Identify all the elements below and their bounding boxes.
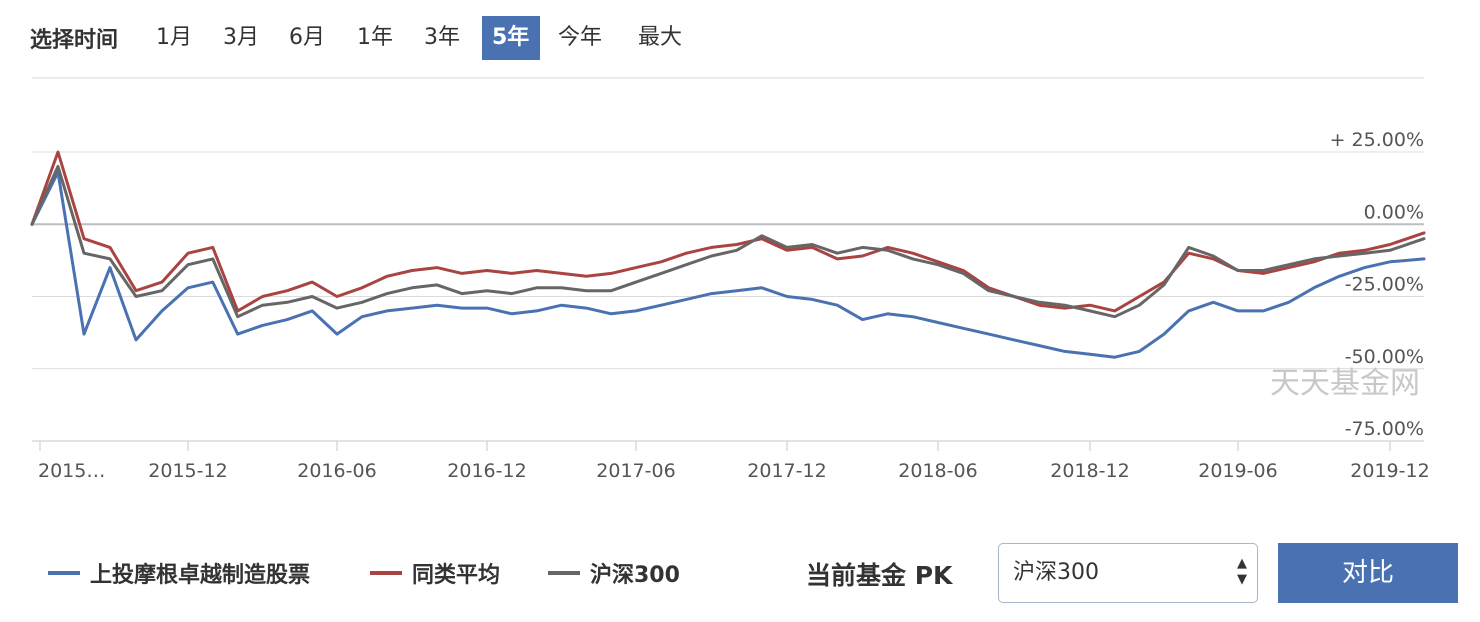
- x-tick-label: 2017-12: [747, 460, 826, 482]
- x-axis: 2015… 2015-12 2016-06 2016-12 2017-06 2017-12…: [32, 440, 1430, 482]
- y-axis-ticks: + 25.00% 0.00% -25.00% -50.00% -75.00%: [1330, 129, 1424, 440]
- y-tick-label: -50.00%: [1345, 346, 1424, 368]
- range-button-max[interactable]: 最大: [638, 25, 683, 50]
- range-button-ytd[interactable]: 今年: [558, 25, 603, 50]
- legend-item-fund[interactable]: 上投摩根卓越制造股票: [48, 558, 310, 588]
- series-line-2: [30, 164, 1426, 319]
- x-tick-label: 2016-12: [447, 460, 526, 482]
- compare-select-value: 沪深300: [1013, 560, 1099, 585]
- compare-label: 当前基金 PK: [806, 561, 953, 590]
- range-button-5y[interactable]: 5年: [482, 16, 540, 60]
- x-tick-label: 2016-06: [297, 460, 376, 482]
- legend-label-csi300: 沪深300: [590, 563, 680, 588]
- legend-swatch-csi300: [548, 571, 580, 575]
- compare-select[interactable]: 沪深300 ▲ ▼: [998, 543, 1258, 603]
- select-arrows-icon: ▲ ▼: [1237, 556, 1247, 587]
- legend-label-category-avg: 同类平均: [412, 563, 501, 588]
- y-tick-label: 0.00%: [1364, 201, 1424, 223]
- time-range-selector: 选择时间 1月 3月 6月 1年 3年 5年 今年 最大: [0, 0, 760, 80]
- range-selector-title: 选择时间: [30, 28, 119, 53]
- legend-swatch-fund: [48, 571, 80, 575]
- series-line-0: [30, 170, 1426, 359]
- legend-swatch-category-avg: [370, 571, 402, 575]
- x-tick-label: 2015-12: [148, 460, 227, 482]
- range-button-3y[interactable]: 3年: [424, 25, 460, 50]
- range-button-3m[interactable]: 3月: [223, 25, 259, 50]
- x-tick-label: 2018-06: [898, 460, 977, 482]
- range-button-1y[interactable]: 1年: [357, 25, 393, 50]
- y-tick-label: -25.00%: [1345, 274, 1424, 296]
- x-tick-label: 2017-06: [596, 460, 675, 482]
- chart-watermark: 天天基金网: [1270, 366, 1420, 401]
- legend-label-fund: 上投摩根卓越制造股票: [90, 563, 311, 588]
- legend-item-category-avg[interactable]: 同类平均: [370, 558, 500, 588]
- y-tick-label: + 25.00%: [1330, 129, 1424, 151]
- compare-button[interactable]: 对比: [1278, 543, 1458, 603]
- performance-line-chart: + 25.00% 0.00% -25.00% -50.00% -75.00% 2015……: [30, 77, 1430, 482]
- series-line-1: [30, 150, 1426, 313]
- chart-series: [30, 150, 1426, 359]
- x-tick-label: 2019-12: [1350, 460, 1429, 482]
- legend-item-csi300[interactable]: 沪深300: [548, 558, 680, 588]
- y-tick-label: -75.00%: [1345, 418, 1424, 440]
- range-button-6m[interactable]: 6月: [289, 25, 325, 50]
- x-tick-label: 2015…: [38, 460, 105, 482]
- range-button-1m[interactable]: 1月: [156, 25, 192, 50]
- x-tick-label: 2018-12: [1050, 460, 1129, 482]
- x-tick-label: 2019-06: [1198, 460, 1277, 482]
